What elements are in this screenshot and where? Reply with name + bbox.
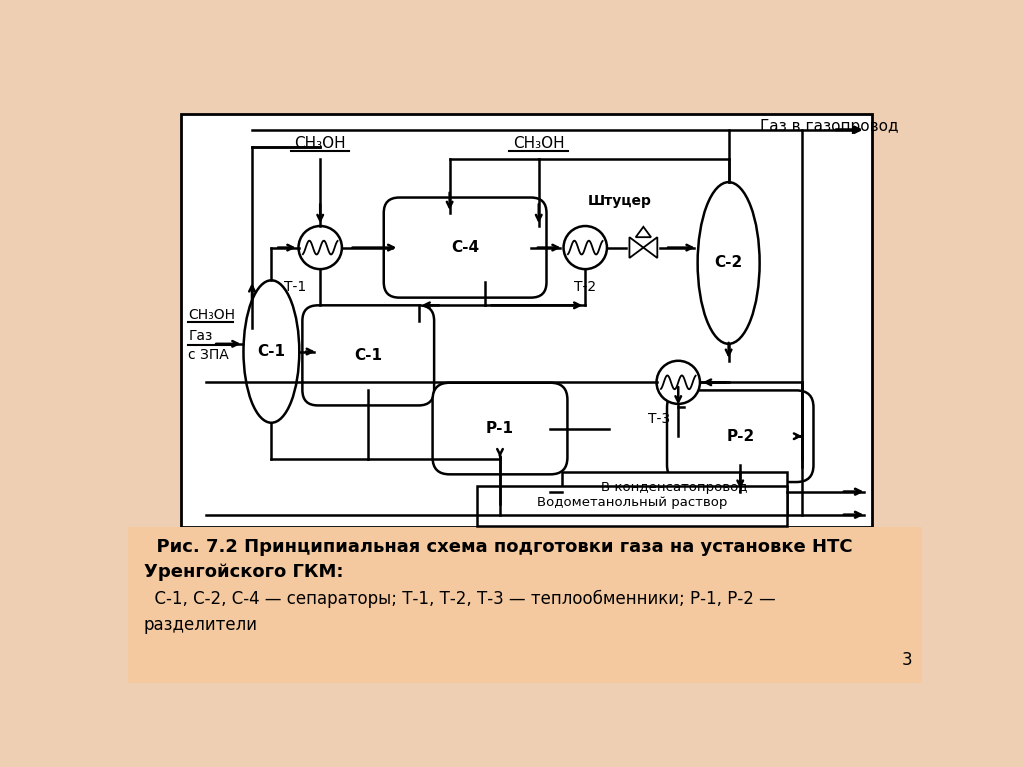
FancyBboxPatch shape: [384, 198, 547, 298]
Text: разделители: разделители: [143, 617, 257, 634]
Text: Р-1: Р-1: [486, 421, 514, 436]
Text: Штуцер: Штуцер: [588, 193, 652, 208]
Ellipse shape: [244, 280, 299, 423]
Text: Водометанольный раствор: Водометанольный раствор: [537, 496, 727, 509]
Polygon shape: [643, 237, 657, 258]
Text: С-4: С-4: [451, 240, 479, 255]
Bar: [180, 114, 872, 527]
Text: Т-2: Т-2: [574, 280, 596, 294]
Text: С-1: С-1: [354, 348, 382, 363]
Bar: [562, 472, 786, 515]
Circle shape: [299, 226, 342, 269]
Polygon shape: [636, 227, 651, 237]
Text: CH₃OH: CH₃OH: [188, 308, 236, 321]
Text: С-1, С-2, С-4 — сепараторы; Т-1, Т-2, Т-3 — теплообменники; Р-1, Р-2 —: С-1, С-2, С-4 — сепараторы; Т-1, Т-2, Т-…: [143, 591, 775, 608]
Text: Т-3: Т-3: [648, 412, 671, 426]
FancyBboxPatch shape: [432, 383, 567, 474]
FancyBboxPatch shape: [302, 305, 434, 406]
Text: С-2: С-2: [715, 255, 742, 271]
Ellipse shape: [697, 182, 760, 344]
Text: С-1: С-1: [257, 344, 286, 359]
FancyBboxPatch shape: [667, 390, 813, 482]
Bar: [477, 486, 786, 525]
Circle shape: [563, 226, 607, 269]
Text: с ЗПА: с ЗПА: [188, 348, 229, 362]
Text: CH₃OH: CH₃OH: [513, 136, 564, 151]
Text: Уренгойского ГКМ:: Уренгойского ГКМ:: [143, 563, 343, 581]
Bar: [128, 527, 922, 683]
Text: Газ: Газ: [188, 329, 213, 343]
Text: Рис. 7.2 Принципиальная схема подготовки газа на установке НТС: Рис. 7.2 Принципиальная схема подготовки…: [143, 538, 852, 556]
Text: Р-2: Р-2: [726, 429, 755, 444]
Circle shape: [656, 360, 700, 404]
Polygon shape: [630, 237, 643, 258]
Text: В конденсатопровод: В конденсатопровод: [601, 482, 748, 494]
Text: 3: 3: [901, 650, 912, 669]
Text: CH₃OH: CH₃OH: [294, 136, 346, 151]
Text: Газ в газопровод: Газ в газопровод: [760, 119, 898, 134]
Text: Т-1: Т-1: [285, 280, 306, 294]
